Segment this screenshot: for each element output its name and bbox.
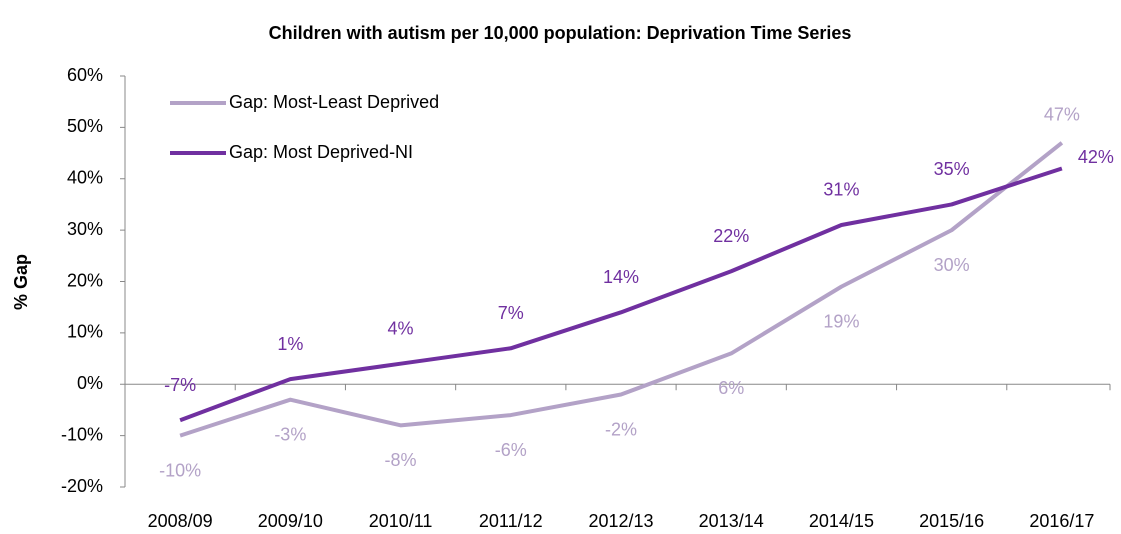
x-tick-label: 2014/15 <box>809 511 874 531</box>
data-label: 30% <box>934 255 970 275</box>
data-label: 42% <box>1078 147 1114 167</box>
data-label: 7% <box>498 303 524 323</box>
y-tick-label: 60% <box>67 65 103 85</box>
y-tick-label: 40% <box>67 168 103 188</box>
chart-title: Children with autism per 10,000 populati… <box>269 23 852 43</box>
y-tick-label: 30% <box>67 219 103 239</box>
data-label: 35% <box>934 159 970 179</box>
data-label: -7% <box>164 375 196 395</box>
data-label: -6% <box>495 440 527 460</box>
data-label: 22% <box>713 226 749 246</box>
x-tick-label: 2011/12 <box>479 511 543 531</box>
y-tick-label: -20% <box>61 476 103 496</box>
data-label: 31% <box>823 180 859 200</box>
data-label: 14% <box>603 267 639 287</box>
x-tick-label: 2016/17 <box>1029 511 1094 531</box>
x-tick-label: 2008/09 <box>148 511 213 531</box>
data-label: 6% <box>718 378 744 398</box>
y-tick-label: 10% <box>67 322 103 342</box>
data-label: -8% <box>385 450 417 470</box>
legend-label: Gap: Most-Least Deprived <box>229 92 439 112</box>
series-line <box>179 141 1064 438</box>
data-label: 19% <box>823 311 859 331</box>
y-tick-label: 0% <box>77 373 103 393</box>
x-tick-label: 2010/11 <box>369 511 433 531</box>
x-tick-label: 2012/13 <box>588 511 653 531</box>
x-tick-label: 2009/10 <box>258 511 323 531</box>
y-tick-label: -10% <box>61 424 103 444</box>
x-tick-label: 2015/16 <box>919 511 984 531</box>
data-label: -2% <box>605 419 637 439</box>
data-label: 4% <box>388 318 414 338</box>
y-axis-label: % Gap <box>11 254 31 310</box>
x-tick-label: 2013/14 <box>699 511 764 531</box>
series-line <box>179 166 1063 423</box>
data-label: 1% <box>277 334 303 354</box>
data-label: -10% <box>159 460 201 480</box>
y-tick-label: 20% <box>67 270 103 290</box>
legend-label: Gap: Most Deprived-NI <box>229 142 413 162</box>
y-tick-label: 50% <box>67 116 103 136</box>
data-label: 47% <box>1044 105 1080 125</box>
data-label: -3% <box>274 424 306 444</box>
